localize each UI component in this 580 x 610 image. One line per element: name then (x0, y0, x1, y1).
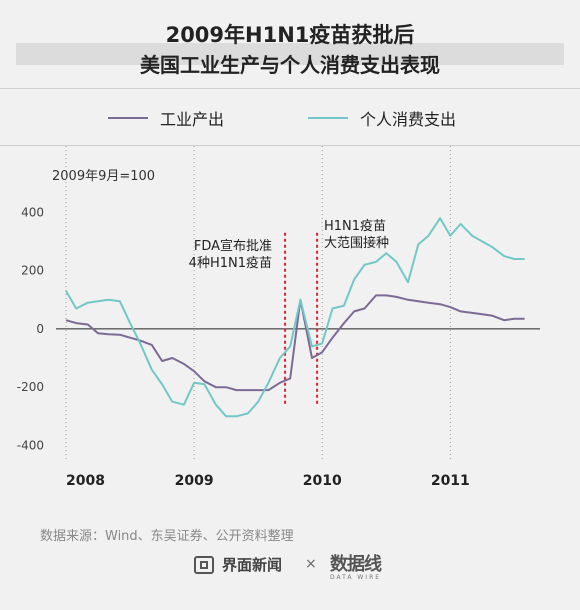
title-highlight (16, 43, 564, 65)
x-tick-label-2009: 2009 (175, 473, 214, 489)
y-tick-label--200: -200 (17, 380, 44, 394)
brand-right-name: 数据线 (330, 554, 382, 575)
x-tick-label-2011: 2011 (431, 473, 470, 489)
brand-left-name: 界面新闻 (222, 556, 283, 574)
title-line-2: 美国工业生产与个人消费支出表现 (140, 53, 440, 77)
source-note: 数据来源：Wind、东吴证券、公开资料整理 (40, 529, 294, 544)
annotation-label-0: FDA宣布批准 4种H1N1疫苗 (189, 238, 272, 271)
x-tick-label-2008: 2008 (66, 473, 105, 489)
brand-separator: × (305, 556, 317, 572)
jiemian-logo-icon (194, 555, 214, 574)
legend-item-consumption: 个人消费支出 (308, 106, 456, 130)
legend-label-industrial: 工业产出 (160, 110, 225, 129)
brand-datawire: 数据线 DATA WIRE (330, 550, 382, 581)
annotation-label-1: H1N1疫苗大范围接种 (324, 218, 389, 251)
y-tick-label-200: 200 (21, 264, 44, 278)
legend-label-consumption: 个人消费支出 (360, 110, 457, 129)
y-tick-label-400: 400 (21, 205, 44, 219)
divider-top (0, 88, 580, 89)
brand-jiemian: 界面新闻 (194, 554, 282, 575)
y-tick-label--400: -400 (17, 438, 44, 452)
legend-item-industrial: 工业产出 (108, 106, 224, 130)
brand-right-sub: DATA WIRE (330, 574, 382, 581)
series-line-consumption (65, 217, 525, 418)
brand-bar: 界面新闻 × 数据线 DATA WIRE (0, 548, 580, 581)
divider-legend (0, 145, 580, 146)
y-tick-label-0: 0 (36, 322, 44, 336)
series-line-industrial (65, 294, 525, 392)
title-line-1: 2009年H1N1疫苗获批后 (165, 23, 415, 47)
unit-label: 2009年9月=100 (52, 169, 156, 184)
x-tick-label-2010: 2010 (303, 473, 342, 489)
legend-swatch-industrial (108, 117, 148, 119)
legend-swatch-consumption (308, 117, 348, 119)
chart-title: 2009年H1N1疫苗获批后 美国工业生产与个人消费支出表现 (0, 20, 580, 80)
legend: 工业产出 个人消费支出 (0, 106, 580, 130)
